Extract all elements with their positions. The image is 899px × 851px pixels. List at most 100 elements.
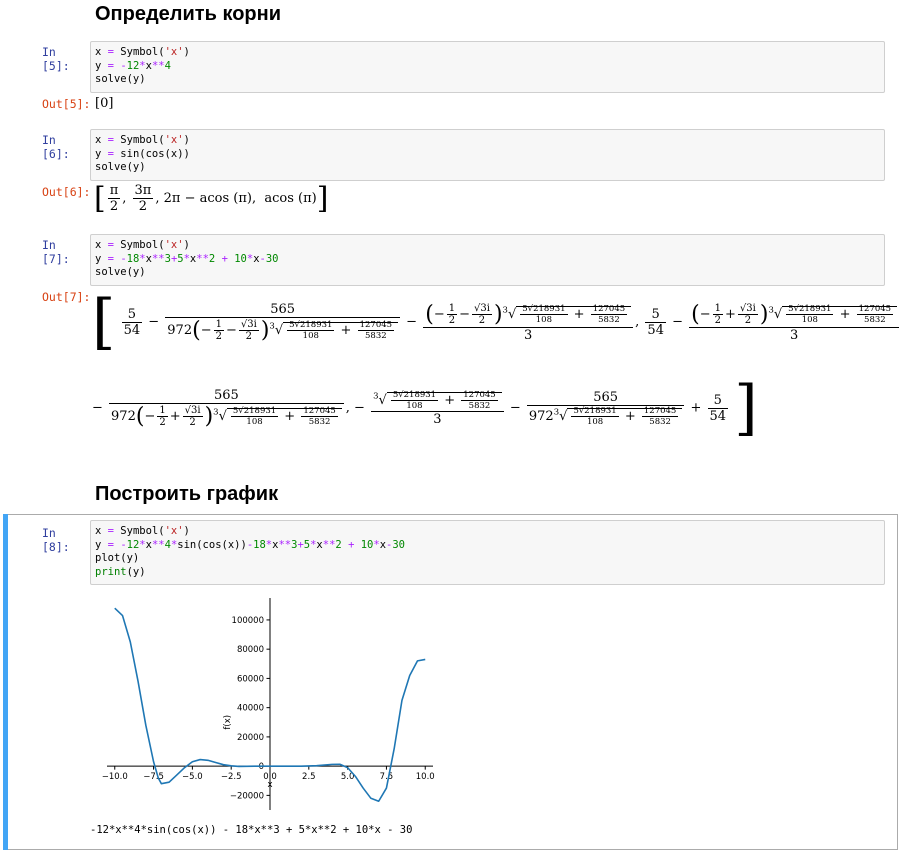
x-tick-label: 10.0 bbox=[416, 772, 435, 782]
frac-num: 127045 bbox=[461, 389, 498, 401]
x-tick-label: 5.0 bbox=[341, 772, 355, 782]
y-tick-label: 60000 bbox=[237, 674, 264, 684]
frac-den: 2 bbox=[448, 314, 456, 326]
frac-den: 2 bbox=[215, 330, 222, 342]
frac-den: 3 bbox=[524, 327, 533, 343]
frac-den: 2 bbox=[478, 314, 486, 326]
frac-den: 5832 bbox=[864, 314, 886, 325]
y-axis-label: f(x) bbox=[223, 715, 233, 730]
frac-num: 5√218931 bbox=[390, 389, 439, 401]
x-tick-label: −5.0 bbox=[182, 772, 203, 782]
frac-den: 54 bbox=[647, 322, 664, 338]
frac-den: 108 bbox=[801, 314, 818, 325]
series-line bbox=[114, 607, 426, 803]
root-index: 3 bbox=[373, 391, 379, 402]
output-prompt: Out[6]: bbox=[42, 185, 91, 199]
frac-num: 5√218931 bbox=[230, 405, 279, 417]
frac-den: 3 bbox=[433, 411, 442, 427]
active-cell[interactable] bbox=[3, 514, 898, 850]
term: acos (π) bbox=[264, 191, 317, 206]
frac-den: 54 bbox=[123, 322, 141, 338]
y-tick-label: 0 bbox=[259, 762, 264, 772]
frac-num: 5√218931 bbox=[520, 303, 568, 315]
code-cell-5[interactable]: x = Symbol('x') y = -12*x**4 solve(y) bbox=[90, 41, 885, 93]
frac-num: 565 bbox=[526, 390, 685, 406]
output-prompt: Out[5]: bbox=[42, 97, 91, 111]
x-tick-label: −10.0 bbox=[102, 772, 128, 782]
section-heading-roots: Определить корни bbox=[95, 3, 281, 25]
output-math-7-row2: − 565 972(− 1 2 + √3i 2)3√ 5√218931 108 + 127045… bbox=[92, 373, 758, 443]
frac-num: 3π bbox=[132, 183, 154, 199]
input-prompt: In [5]: bbox=[42, 45, 70, 73]
frac-num: √3i bbox=[472, 302, 492, 315]
coef: 972 bbox=[111, 408, 136, 424]
frac-num: 5√218931 bbox=[571, 405, 619, 417]
frac-num: √3i bbox=[737, 302, 758, 315]
frac-num: 5√218931 bbox=[287, 319, 335, 331]
output-math-7-row1: [ 5 54 − 565 972(− 1 2− √3i 2)3√ 5√218931 108 + … bbox=[92, 287, 899, 357]
stdout-text: -12*x**4*sin(cos(x)) - 18*x**3 + 5*x**2 … bbox=[90, 824, 413, 836]
section-heading-plot: Построить график bbox=[95, 483, 279, 505]
y-tick-label: 100000 bbox=[232, 616, 264, 626]
frac-den: 5832 bbox=[308, 416, 331, 427]
frac-num: 1 bbox=[213, 318, 224, 331]
code-cell-7[interactable]: x = Symbol('x') y = -18*x**3+5*x**2 + 10*… bbox=[90, 234, 885, 286]
frac-num: 565 bbox=[165, 302, 401, 318]
frac-den: 108 bbox=[586, 416, 604, 427]
output-prompt: Out[7]: bbox=[42, 290, 91, 304]
input-prompt: In [8]: bbox=[42, 526, 70, 554]
root-index: 3 bbox=[213, 407, 219, 418]
frac-den: 108 bbox=[406, 400, 423, 411]
frac-den: 108 bbox=[246, 416, 263, 427]
output-math-6: [π 2, 3π 2, 2π − acos (π), acos (π)] bbox=[94, 181, 329, 216]
input-prompt: In [6]: bbox=[42, 133, 70, 161]
frac-num: 127045 bbox=[301, 405, 338, 417]
x-tick-label: −7.5 bbox=[143, 772, 164, 782]
root-index: 3 bbox=[768, 305, 774, 316]
root-index: 3 bbox=[502, 305, 508, 316]
frac-den: 2 bbox=[744, 314, 752, 326]
x-tick-label: 0.0 bbox=[263, 772, 277, 782]
root-index: 3 bbox=[269, 321, 275, 332]
coef: 972 bbox=[167, 322, 193, 338]
frac-den: 2 bbox=[109, 199, 119, 214]
frac-num: 1 bbox=[446, 302, 458, 315]
frac-num: 5 bbox=[707, 393, 729, 409]
y-tick-label: 80000 bbox=[237, 645, 264, 655]
frac-den: 2 bbox=[138, 199, 148, 214]
frac-num: 1 bbox=[157, 404, 168, 417]
frac-den: 54 bbox=[709, 408, 727, 424]
frac-den: 5832 bbox=[598, 314, 620, 325]
frac-num: 1 bbox=[712, 302, 724, 315]
x-axis-label: x bbox=[267, 780, 272, 790]
frac-num: 5 bbox=[121, 307, 143, 323]
frac-den: 2 bbox=[159, 416, 166, 428]
frac-num: 5√218931 bbox=[786, 303, 834, 315]
active-cell-indicator bbox=[3, 514, 8, 850]
frac-den: 108 bbox=[535, 314, 552, 325]
frac-den: 2 bbox=[714, 314, 722, 326]
root-index: 3 bbox=[553, 407, 560, 418]
frac-num: √3i bbox=[238, 318, 259, 331]
y-tick-label: −20000 bbox=[230, 791, 264, 801]
x-tick-label: 7.5 bbox=[380, 772, 394, 782]
code-cell-8[interactable]: x = Symbol('x') y = -12*x**4*sin(cos(x))-… bbox=[90, 520, 885, 585]
frac-num: 565 bbox=[109, 388, 344, 404]
y-tick-label: 20000 bbox=[237, 733, 264, 743]
frac-den: 108 bbox=[302, 330, 319, 341]
frac-den: 5832 bbox=[468, 400, 491, 411]
code-cell-6[interactable]: x = Symbol('x') y = sin(cos(x)) solve(y) bbox=[90, 129, 885, 181]
frac-den: 2 bbox=[245, 330, 253, 342]
output-result: [0] bbox=[95, 96, 114, 111]
term: 2π − acos (π), bbox=[163, 191, 257, 206]
frac-num: 127045 bbox=[357, 319, 395, 331]
frac-num: 5 bbox=[645, 307, 666, 323]
frac-num: 127045 bbox=[856, 303, 894, 315]
frac-den: 2 bbox=[189, 416, 196, 428]
frac-num: √3i bbox=[182, 404, 203, 417]
y-tick-label: 40000 bbox=[237, 704, 264, 714]
frac-num: 127045 bbox=[590, 303, 628, 315]
x-tick-label: −2.5 bbox=[221, 772, 242, 782]
frac-num: π bbox=[107, 183, 121, 199]
function-plot: −10.0 −7.5 −5.0 −2.5 0.0 2.5 5.0 7.5 10.0 −20000 0… bbox=[102, 598, 435, 810]
